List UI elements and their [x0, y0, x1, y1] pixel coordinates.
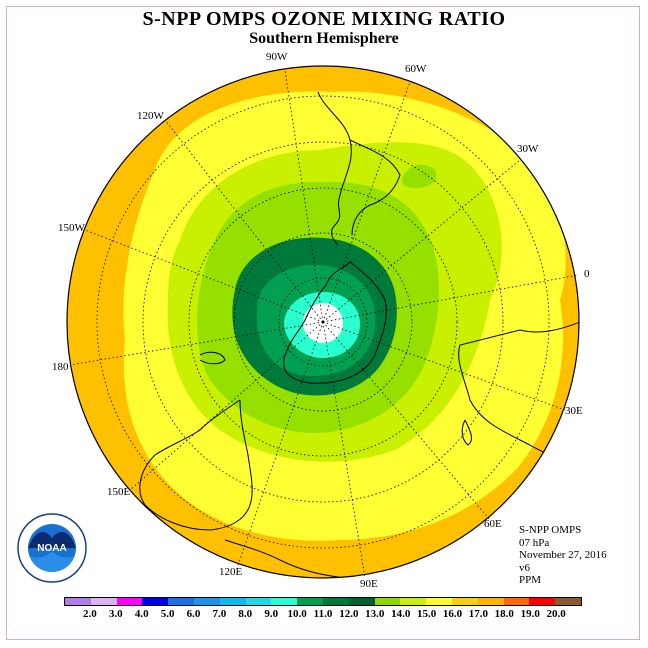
meridians [69, 69, 579, 579]
color-swatch [193, 598, 220, 605]
longitude-label-60w: 60W [405, 63, 427, 75]
color-scale-tick-label: 4.0 [134, 608, 149, 620]
south-pole-marker [321, 320, 325, 324]
map-boundary [66, 65, 580, 579]
color-swatch [348, 598, 375, 605]
color-scale-tick-label: 14.0 [391, 608, 411, 620]
color-scale-tick-label: 5.0 [160, 608, 175, 620]
longitude-label-150e: 150E [107, 486, 131, 498]
color-swatch [65, 598, 91, 605]
color-scale-tick-label: 3.0 [108, 608, 123, 620]
color-scale-tick-label: 20.0 [546, 608, 566, 620]
color-scale-bar [64, 597, 582, 606]
color-scale-tick-label: 12.0 [339, 608, 359, 620]
color-swatch [529, 598, 556, 605]
map-title: S-NPP OMPS OZONE MIXING RATIO [142, 8, 506, 30]
color-swatch [555, 598, 581, 605]
color-scale-ticks: 2.0 3.0 4.0 5.0 6.0 7.0 8.0 9.0 10.0 11.0 12.0 13.0… [0, 608, 648, 622]
longitude-label-120e: 120E [219, 566, 243, 578]
longitude-label-120w: 120W [137, 110, 164, 122]
ozone-field [67, 66, 579, 578]
color-scale-tick-label: 9.0 [264, 608, 279, 620]
color-swatch [168, 598, 194, 605]
color-swatch [245, 598, 272, 605]
info-date: November 27, 2016 [519, 549, 607, 561]
info-units: PPM [519, 574, 542, 586]
band-13-14-patch [401, 164, 437, 188]
color-scale-tick-label: 8.0 [238, 608, 253, 620]
color-scale-tick-label: 17.0 [468, 608, 489, 620]
color-scale-tick-label: 16.0 [442, 608, 463, 620]
color-swatch [451, 598, 478, 605]
color-scale-tick-label: 11.0 [313, 608, 333, 620]
longitude-label-180: 180 [52, 361, 69, 373]
color-swatch [426, 598, 452, 605]
color-swatch [400, 598, 427, 605]
longitude-label-30e: 30E [565, 405, 583, 417]
longitude-label-0: 0 [584, 268, 590, 280]
longitude-label-90e: 90E [360, 578, 378, 590]
longitude-label-90w: 90W [266, 51, 288, 63]
longitude-label-150w: 150W [58, 222, 85, 234]
color-swatch [271, 598, 298, 605]
color-swatch [219, 598, 246, 605]
longitude-label-30w: 30W [517, 143, 539, 155]
color-swatch [374, 598, 401, 605]
info-block: S-NPP OMPS 07 hPa November 27, 2016 v6 P… [519, 524, 607, 587]
info-version: v6 [519, 561, 530, 574]
color-scale-tick-label: 6.0 [186, 608, 201, 620]
color-scale-tick-label: 10.0 [287, 608, 307, 620]
latitude-circles [96, 95, 550, 549]
color-swatch [322, 598, 349, 605]
longitude-label-60e: 60E [484, 518, 502, 530]
color-swatch [477, 598, 504, 605]
info-level: 07 hPa [519, 536, 550, 549]
noaa-logo: NOAA [17, 513, 87, 583]
color-swatch [90, 598, 117, 605]
color-scale-tick-label: 13.0 [365, 608, 385, 620]
color-scale-tick-label: 18.0 [494, 608, 514, 620]
noaa-logo-text: NOAA [37, 543, 66, 554]
color-swatch [116, 598, 143, 605]
color-swatch [297, 598, 323, 605]
info-instrument: S-NPP OMPS [519, 524, 582, 536]
color-scale-tick-label: 15.0 [416, 608, 437, 620]
color-scale-tick-label: 7.0 [212, 608, 227, 620]
map-subtitle: Southern Hemisphere [249, 30, 399, 47]
color-scale-tick-label: 19.0 [520, 608, 540, 620]
color-scale-tick-label: 2.0 [83, 608, 97, 620]
color-swatch [503, 598, 530, 605]
color-swatch [142, 598, 169, 605]
figure-frame [6, 6, 640, 640]
